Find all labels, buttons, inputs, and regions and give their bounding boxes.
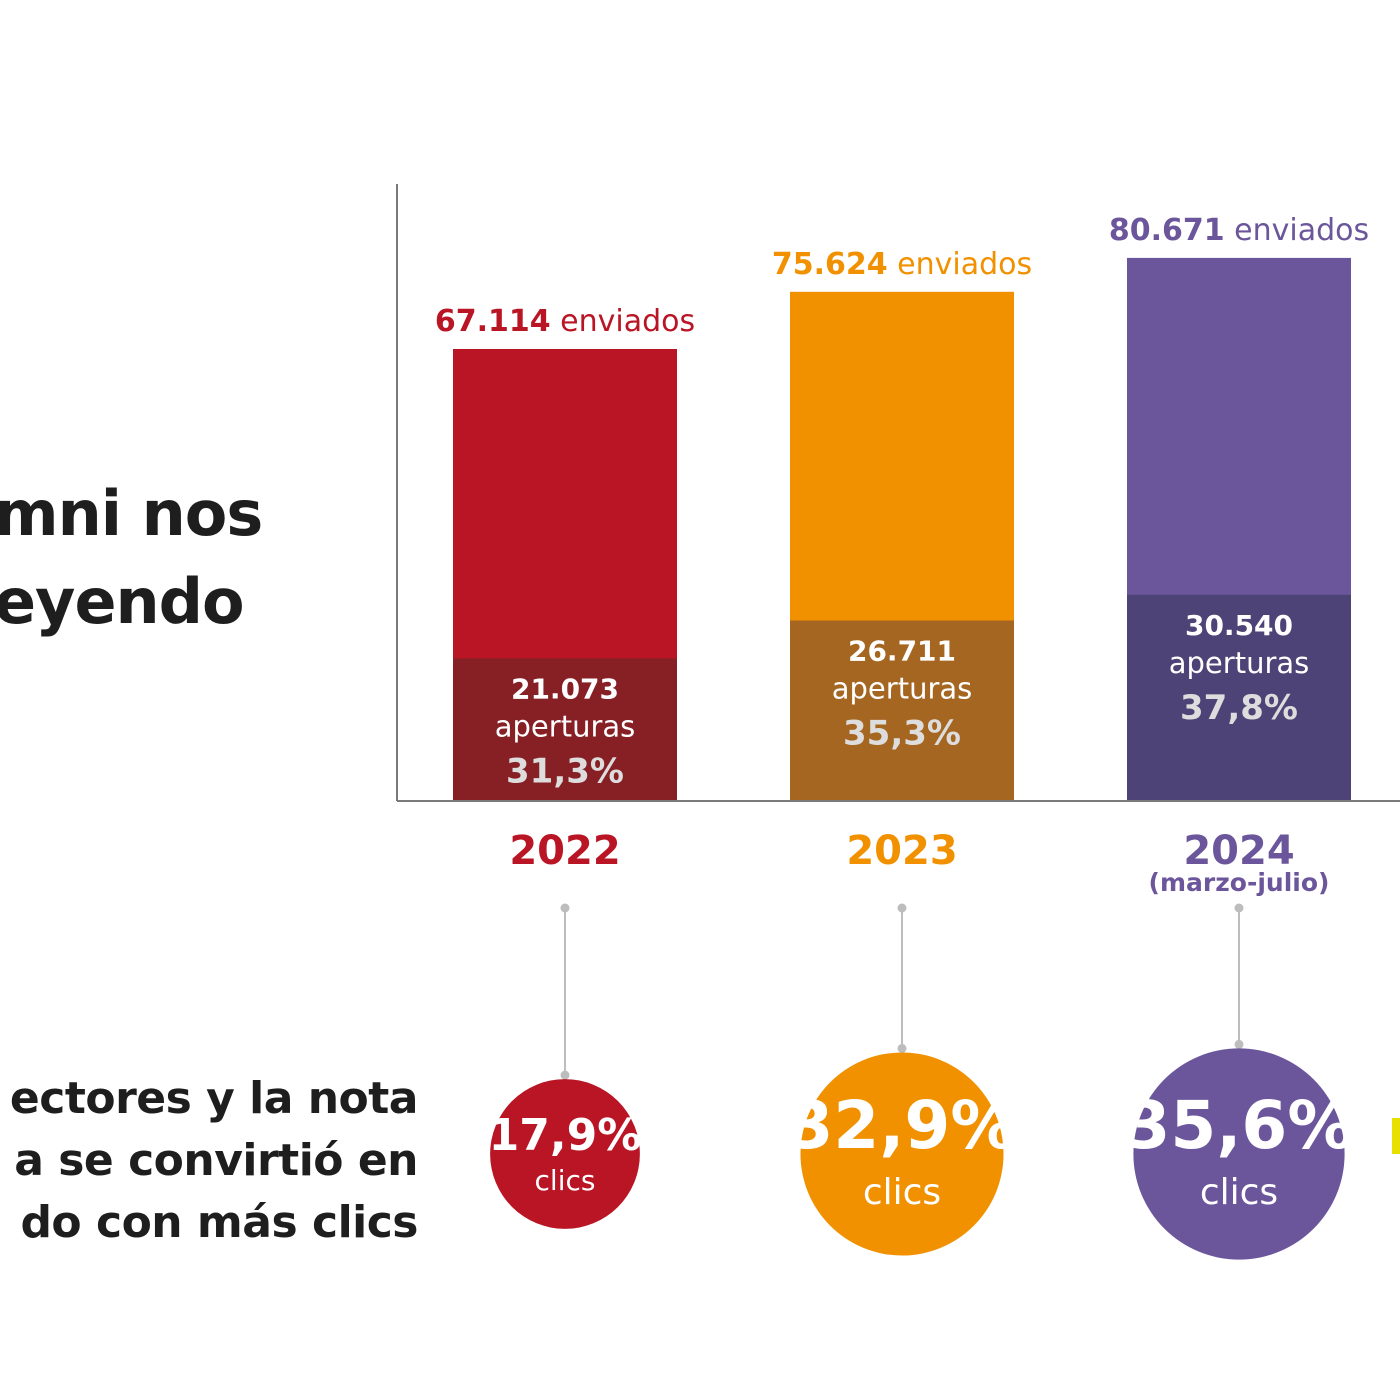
opens-value-2023: 26.711 [848, 635, 956, 668]
opens-value-2024: 30.540 [1185, 609, 1293, 642]
sent-label-2023: 75.624 enviados [772, 247, 1032, 282]
sent-value-2022: 67.114 [435, 304, 551, 339]
cropped-bar-fragment [1392, 1118, 1400, 1154]
connector-dot-top-2024 [1234, 903, 1244, 913]
clicks-unit-2023: clics [863, 1172, 941, 1213]
sent-value-2023: 75.624 [772, 247, 888, 282]
opens-rate-2023: 35,3% [843, 714, 961, 754]
headline-line-2: eyendo [0, 565, 245, 638]
sent-label-2022: 67.114 enviados [435, 304, 695, 339]
category-sublabel-2024: (marzo-julio) [1149, 868, 1330, 897]
connector-dot-top-2023 [897, 903, 907, 913]
headline: mni nos eyendo [0, 470, 263, 646]
opens-rate-2024: 37,8% [1180, 688, 1298, 728]
category-label-2023: 2023 [846, 828, 957, 874]
sent-unit-2023: enviados [888, 247, 1033, 282]
opens-rate-2022: 31,3% [506, 751, 624, 791]
category-label-2024: 2024 [1183, 828, 1294, 874]
clicks-circle-2024 [1133, 1048, 1345, 1260]
opens-unit-2023: aperturas [832, 672, 973, 706]
clicks-value-2024: 35,6% [1125, 1087, 1354, 1164]
opens-unit-2024: aperturas [1169, 646, 1310, 680]
clicks-circle-2022 [490, 1079, 640, 1229]
sent-unit-2024: enviados [1225, 213, 1370, 248]
opens-value-2022: 21.073 [511, 672, 619, 705]
opens-unit-2022: aperturas [495, 709, 636, 743]
sent-label-2024: 80.671 enviados [1109, 213, 1369, 248]
connector-dot-bottom-2023 [897, 1043, 907, 1053]
sent-unit-2022: enviados [551, 304, 696, 339]
clicks-value-2023: 32,9% [788, 1087, 1017, 1164]
clicks-circle-2023 [800, 1052, 1004, 1256]
connector-dot-top-2022 [560, 903, 570, 913]
clicks-value-2022: 17,9% [489, 1110, 642, 1161]
headline-line-1: mni nos [0, 477, 263, 550]
side-note-line-3: do con más clics [20, 1197, 418, 1248]
sent-value-2024: 80.671 [1109, 213, 1225, 248]
connector-dot-bottom-2022 [560, 1070, 570, 1080]
side-note-line-2: a se convirtió en [14, 1135, 418, 1186]
side-note: ectores y la nota a se convirtió en do c… [9, 1068, 419, 1254]
clicks-unit-2024: clics [1200, 1172, 1278, 1213]
connector-dot-bottom-2024 [1234, 1039, 1244, 1049]
bar-opens-2023 [790, 620, 1014, 800]
category-label-2022: 2022 [509, 828, 620, 874]
bar-opens-2022 [453, 658, 677, 800]
side-note-line-1: ectores y la nota [9, 1073, 419, 1124]
bar-opens-2024 [1127, 594, 1351, 800]
clicks-unit-2022: clics [535, 1164, 596, 1197]
